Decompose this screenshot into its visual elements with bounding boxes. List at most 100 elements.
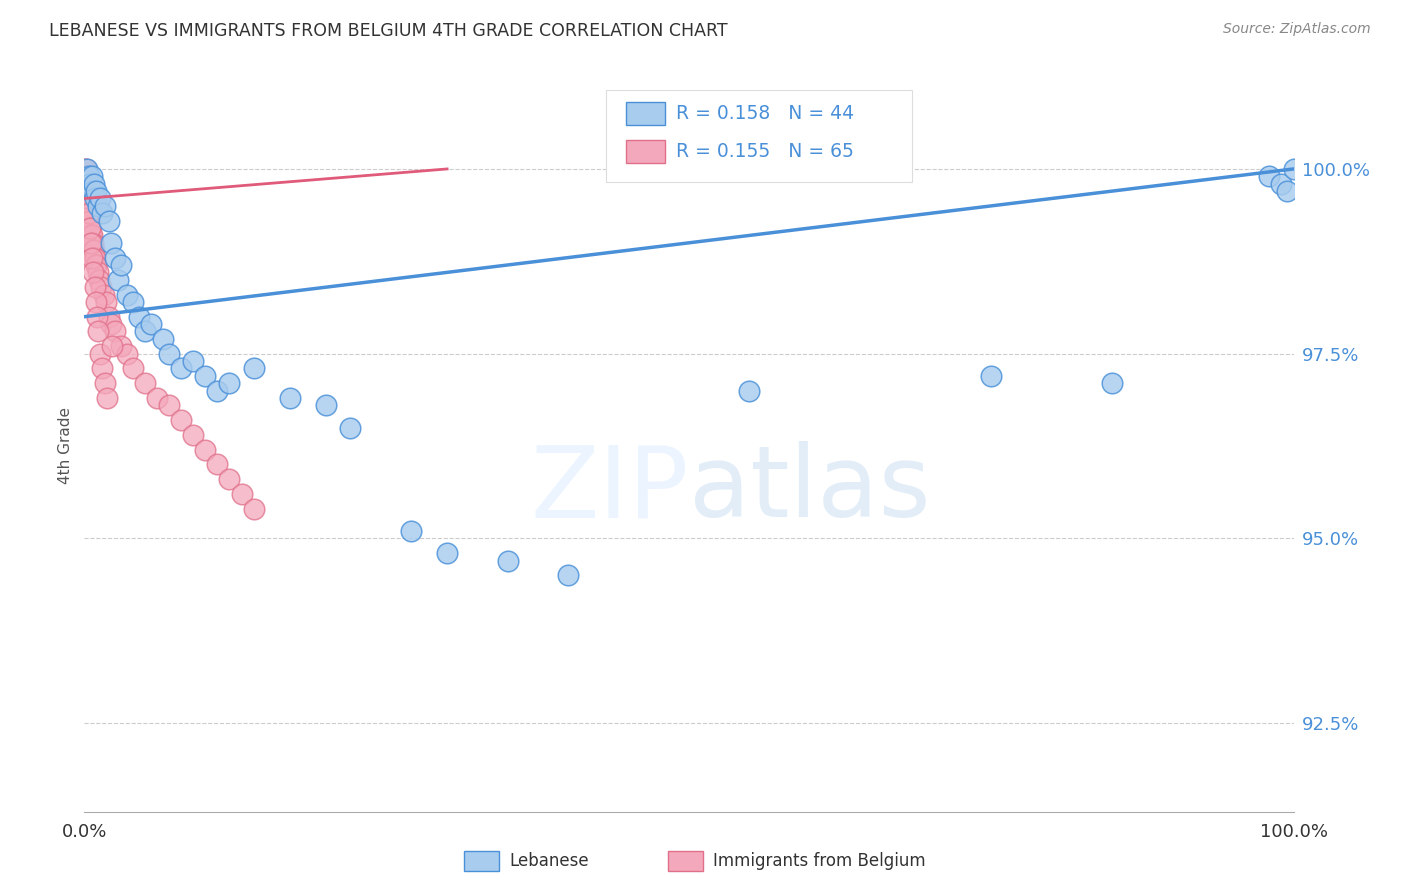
- Point: [97, 310, 120, 324]
- Point: [73, 161, 96, 176]
- Point: [170, 361, 193, 376]
- Text: Source: ZipAtlas.com: Source: ZipAtlas.com: [1223, 22, 1371, 37]
- Point: [76, 184, 98, 198]
- Text: LEBANESE VS IMMIGRANTS FROM BELGIUM 4TH GRADE CORRELATION CHART: LEBANESE VS IMMIGRANTS FROM BELGIUM 4TH …: [49, 22, 728, 40]
- Point: [82, 265, 104, 279]
- Point: [207, 458, 229, 472]
- Point: [134, 325, 156, 339]
- Point: [278, 391, 301, 405]
- Point: [86, 184, 108, 198]
- Point: [80, 169, 103, 184]
- Point: [94, 294, 117, 309]
- Point: [242, 501, 264, 516]
- Point: [80, 228, 103, 243]
- Point: [82, 251, 104, 265]
- Point: [436, 546, 458, 560]
- Point: [1282, 161, 1305, 176]
- Point: [80, 228, 103, 243]
- Point: [96, 391, 118, 405]
- Point: [134, 376, 156, 391]
- Text: Immigrants from Belgium: Immigrants from Belgium: [713, 852, 925, 870]
- Point: [91, 361, 114, 376]
- Point: [181, 354, 204, 368]
- Point: [315, 398, 337, 412]
- Point: [76, 161, 98, 176]
- Point: [115, 346, 138, 360]
- Point: [399, 524, 422, 538]
- Point: [82, 184, 104, 198]
- Point: [91, 206, 114, 220]
- Point: [79, 221, 101, 235]
- Point: [557, 568, 579, 582]
- Point: [110, 258, 132, 272]
- Point: [104, 251, 127, 265]
- Point: [87, 273, 110, 287]
- Y-axis label: 4th Grade: 4th Grade: [58, 408, 73, 484]
- Point: [77, 199, 100, 213]
- Point: [82, 244, 104, 258]
- Point: [79, 221, 101, 235]
- Point: [83, 177, 105, 191]
- Point: [83, 280, 105, 294]
- Point: [87, 325, 110, 339]
- Point: [1270, 177, 1292, 191]
- Point: [76, 192, 98, 206]
- Point: [231, 487, 253, 501]
- Point: [90, 280, 112, 294]
- Point: [84, 251, 107, 265]
- Point: [75, 177, 97, 191]
- Point: [82, 235, 104, 250]
- Point: [181, 428, 204, 442]
- Point: [1101, 376, 1123, 391]
- Point: [76, 177, 98, 191]
- Point: [80, 235, 103, 250]
- Point: [194, 442, 217, 457]
- Text: R = 0.155   N = 65: R = 0.155 N = 65: [676, 142, 855, 161]
- Point: [89, 192, 111, 206]
- Point: [1258, 169, 1281, 184]
- Point: [79, 177, 101, 191]
- Point: [94, 376, 117, 391]
- Point: [83, 244, 105, 258]
- Point: [121, 294, 143, 309]
- Text: atlas: atlas: [689, 442, 931, 539]
- Point: [157, 398, 180, 412]
- Point: [170, 413, 193, 427]
- Point: [75, 169, 97, 184]
- Point: [77, 206, 100, 220]
- Point: [100, 235, 122, 250]
- Point: [218, 376, 240, 391]
- Point: [496, 553, 519, 567]
- Point: [77, 192, 100, 206]
- Point: [76, 192, 98, 206]
- Point: [75, 161, 97, 176]
- Point: [128, 310, 150, 324]
- Point: [980, 368, 1002, 383]
- Point: [738, 384, 761, 398]
- Point: [76, 184, 98, 198]
- Point: [152, 332, 174, 346]
- Point: [82, 235, 104, 250]
- Point: [94, 199, 117, 213]
- Point: [157, 346, 180, 360]
- Point: [1277, 184, 1299, 198]
- Text: Lebanese: Lebanese: [509, 852, 589, 870]
- Point: [77, 199, 100, 213]
- Point: [93, 287, 115, 301]
- Point: [107, 273, 129, 287]
- Point: [242, 361, 264, 376]
- Point: [86, 258, 108, 272]
- Point: [79, 213, 101, 227]
- Point: [194, 368, 217, 383]
- Point: [77, 206, 100, 220]
- Point: [115, 287, 138, 301]
- Point: [339, 420, 361, 434]
- Point: [207, 384, 229, 398]
- Point: [146, 391, 169, 405]
- Point: [100, 317, 122, 331]
- Point: [79, 213, 101, 227]
- Point: [104, 325, 127, 339]
- Point: [77, 206, 100, 220]
- Text: ZIP: ZIP: [530, 442, 689, 539]
- Point: [77, 169, 100, 184]
